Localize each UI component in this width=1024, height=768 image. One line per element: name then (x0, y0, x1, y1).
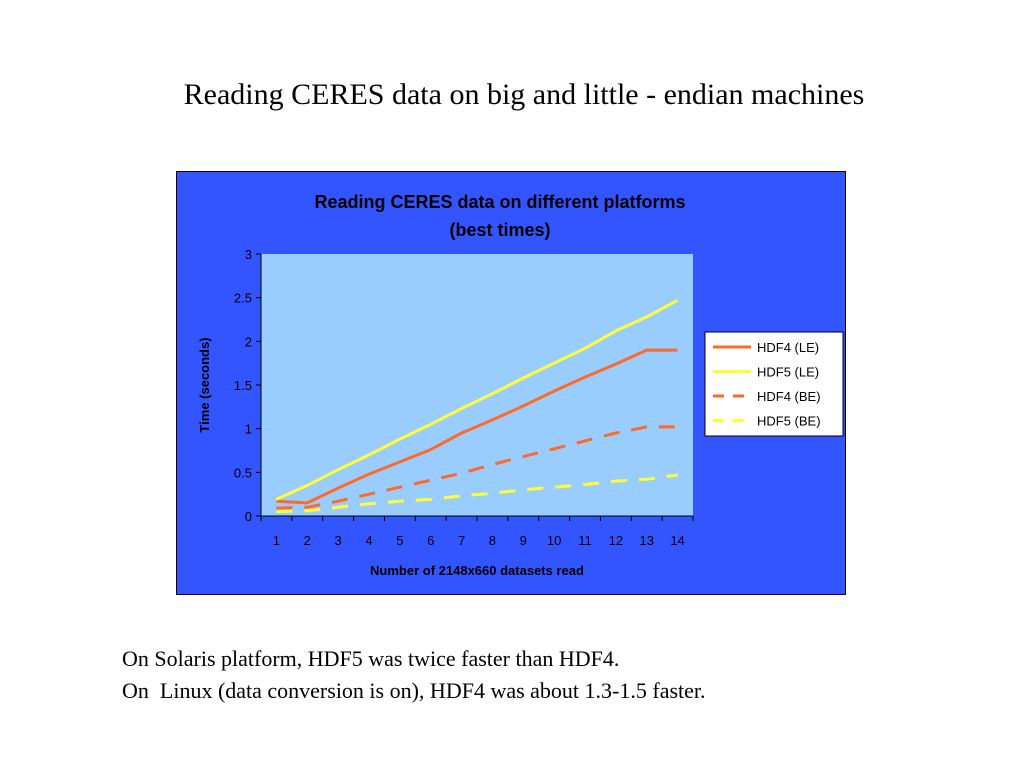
legend-label: HDF4 (BE) (757, 389, 821, 404)
y-tick-label: 1 (245, 422, 252, 437)
x-axis-label: Number of 2148x660 datasets read (370, 563, 584, 578)
x-tick-label: 9 (520, 533, 527, 548)
series-line-hdf4-le (276, 348, 678, 505)
x-tick-label: 11 (578, 533, 592, 548)
y-axis-label: Time (seconds) (197, 337, 212, 432)
chart-subtitle: (best times) (449, 220, 550, 240)
series-line-hdf5-le (275, 298, 679, 501)
y-tick-label: 1.5 (234, 378, 252, 393)
legend-label: HDF5 (LE) (757, 365, 819, 380)
series-layer (275, 298, 679, 514)
x-tick-label: 8 (489, 533, 496, 548)
x-tick-label: 2 (304, 533, 311, 548)
line-chart: Reading CERES data on different platform… (197, 192, 844, 578)
chart-title: Reading CERES data on different platform… (314, 192, 685, 212)
y-tick-label: 0.5 (234, 465, 252, 480)
axes: 00.511.522.531 2 3 4 5 6 7 8 9 10 11 12 13 14 (234, 247, 694, 548)
x-tick-label: 5 (396, 533, 403, 548)
x-tick-label: 4 (365, 533, 372, 548)
note-solaris: On Solaris platform, HDF5 was twice fast… (122, 646, 620, 671)
legend-box (704, 331, 844, 437)
y-tick-label: 0 (245, 509, 252, 524)
slide-title: Reading CERES data on big and little - e… (183, 78, 865, 111)
y-tick-label: 2.5 (234, 291, 252, 306)
legend: HDF4 (LE) HDF5 (LE) HDF4 (BE) HDF5 (BE) (704, 331, 844, 437)
x-tick-label: 6 (427, 533, 434, 548)
x-tick-label: 12 (609, 533, 623, 548)
notes: On Solaris platform, HDF5 was twice fast… (122, 643, 706, 707)
y-tick-label: 3 (245, 247, 252, 262)
note-linux: On Linux (data conversion is on), HDF4 w… (122, 678, 706, 703)
y-tick-label: 2 (245, 334, 252, 349)
series-line-hdf5-be (276, 473, 678, 514)
x-tick-label: 7 (458, 533, 465, 548)
x-tick-label: 1 (273, 533, 280, 548)
x-tick-label: 14 (670, 533, 684, 548)
x-tick-label: 13 (639, 533, 653, 548)
legend-label: HDF5 (BE) (757, 414, 821, 429)
x-tick-label: 3 (335, 533, 342, 548)
chart-panel: Reading CERES data on different platform… (176, 171, 846, 595)
series-line-hdf4-be (276, 425, 678, 510)
x-tick-label: 10 (547, 533, 561, 548)
legend-label: HDF4 (LE) (757, 340, 819, 355)
